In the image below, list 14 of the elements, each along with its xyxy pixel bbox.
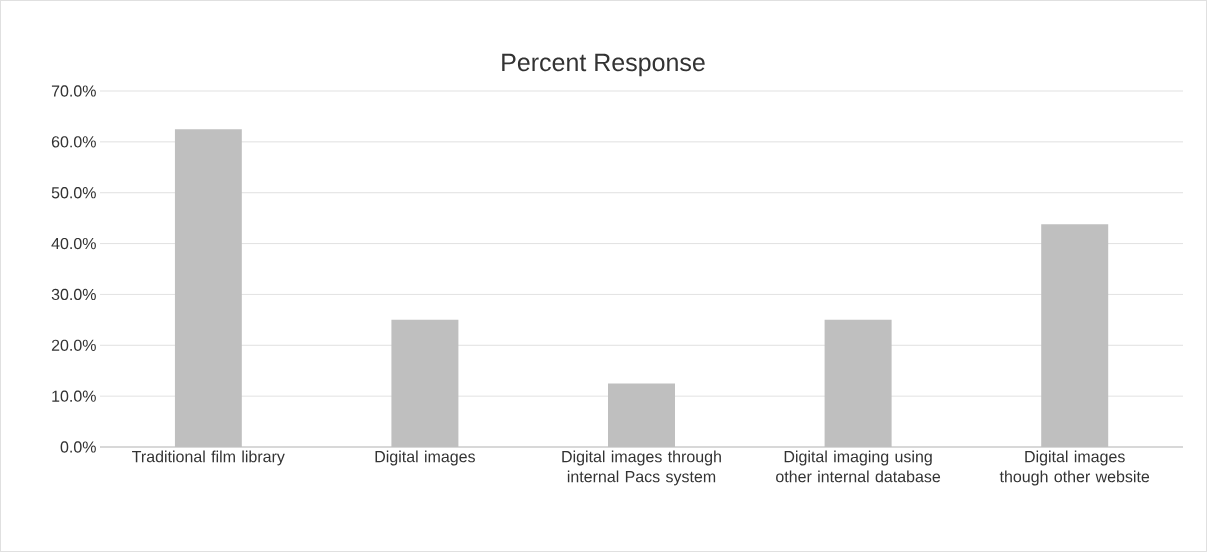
y-tick-label: 0.0%	[60, 441, 96, 453]
y-tick-label: 40.0%	[51, 237, 96, 250]
y-tick-label: 10.0%	[52, 390, 96, 402]
y-tick-label: 50.0%	[51, 187, 96, 199]
y-tick-label: 20.0%	[51, 339, 96, 351]
x-tick-label: Traditional film library	[132, 450, 285, 466]
x-tick-label: Digital images through internal Pacs system	[562, 450, 721, 486]
y-tick-label: 60.0%	[51, 136, 96, 148]
x-tick-label: Digital images	[375, 450, 475, 466]
chart-title: Percent Response	[502, 53, 705, 77]
y-tick-label: 30.0%	[51, 288, 96, 301]
x-tick-label: Digital images though other website	[999, 450, 1150, 486]
y-tick-label: 70.0%	[51, 85, 96, 97]
x-tick-label: Digital imaging using other internal database	[776, 450, 941, 483]
